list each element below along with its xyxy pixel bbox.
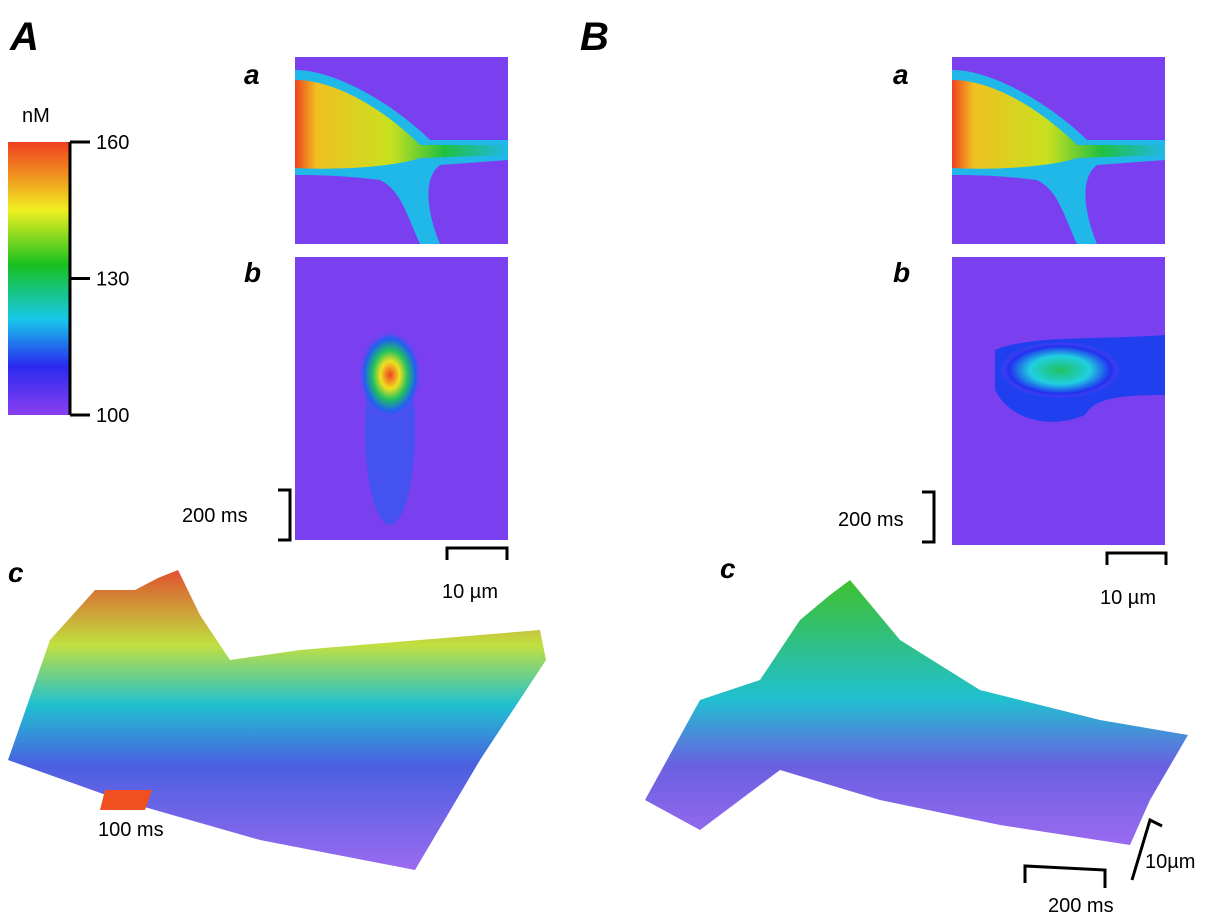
sub-label: c: [720, 553, 736, 584]
sub-label: a: [244, 59, 260, 90]
colorbar-unit: nM: [22, 105, 50, 127]
surface-time-scale: 200 ms: [1048, 895, 1114, 917]
surface-plot: [8, 570, 546, 870]
time-scale: 200 ms: [182, 505, 248, 527]
sub-label: b: [893, 257, 910, 288]
panel-label: A: [9, 15, 39, 59]
scale-bar: [445, 546, 509, 560]
surface-scale: 100 ms: [98, 819, 164, 841]
sub-label: b: [244, 257, 261, 288]
colorbar-tick-label: 130: [96, 269, 129, 291]
surface-space-scale: 10µm: [1145, 851, 1195, 873]
scale-bar: [1023, 864, 1107, 888]
surface-plot: [645, 580, 1188, 845]
image-a: [952, 57, 1165, 244]
colorbar-tick-label: 160: [96, 132, 129, 154]
scale-bar: [1130, 817, 1163, 881]
colorbar-ticks: 100 130 160: [70, 132, 129, 427]
scale-block: [100, 790, 152, 810]
time-scale: 200 ms: [838, 509, 904, 531]
colorbar-tick-label: 100: [96, 405, 129, 427]
scale-bar: [1105, 551, 1168, 565]
image-b: [952, 257, 1165, 545]
space-scale: 10 µm: [1100, 587, 1156, 609]
image-a: [295, 57, 508, 244]
panel-label: B: [580, 15, 609, 59]
scale-bar: [278, 488, 292, 542]
colorbar: [8, 142, 70, 415]
scale-bar: [922, 490, 936, 544]
sub-label: a: [893, 59, 909, 90]
image-b: [295, 257, 508, 540]
space-scale: 10 µm: [442, 581, 498, 603]
sub-label: c: [8, 557, 24, 588]
